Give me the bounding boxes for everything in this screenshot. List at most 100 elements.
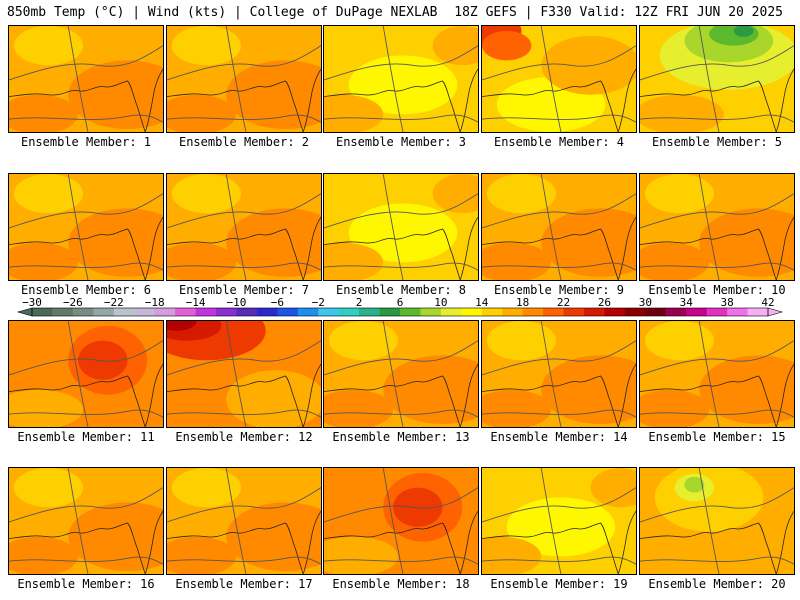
coastline bbox=[167, 363, 321, 427]
coastline bbox=[167, 68, 321, 132]
colorbar-bin bbox=[461, 308, 483, 316]
height-contour bbox=[9, 26, 163, 132]
ensemble-member-label: Ensemble Member: 12 bbox=[175, 430, 313, 444]
colorbar-tick-label: −22 bbox=[104, 296, 124, 309]
colorbar-bin bbox=[502, 308, 524, 316]
ensemble-member-label: Ensemble Member: 16 bbox=[17, 577, 155, 591]
colorbar-tick-label: −6 bbox=[271, 296, 284, 309]
colorbar-bin bbox=[297, 308, 319, 316]
ensemble-member-label: Ensemble Member: 1 bbox=[20, 135, 152, 149]
ensemble-member-label: Ensemble Member: 17 bbox=[175, 577, 313, 591]
height-contour bbox=[167, 26, 321, 132]
colorbar-tick-label: 22 bbox=[557, 296, 570, 309]
coastline bbox=[482, 68, 636, 132]
colorbar-bin bbox=[277, 308, 299, 316]
height-contour bbox=[324, 321, 478, 427]
ensemble-member-label: Ensemble Member: 2 bbox=[178, 135, 310, 149]
height-contour bbox=[640, 174, 794, 280]
ensemble-member-label: Ensemble Member: 4 bbox=[493, 135, 625, 149]
ensemble-member-map bbox=[8, 320, 164, 428]
ensemble-member-label: Ensemble Member: 18 bbox=[332, 577, 470, 591]
ensemble-member-map bbox=[481, 25, 637, 133]
coastline bbox=[640, 510, 794, 574]
ensemble-member-map bbox=[323, 320, 479, 428]
colorbar-bin bbox=[379, 308, 401, 316]
colorbar-bin bbox=[154, 308, 176, 316]
height-contour bbox=[167, 174, 321, 280]
colorbar-bin bbox=[113, 308, 135, 316]
ensemble-member-label: Ensemble Member: 13 bbox=[332, 430, 470, 444]
ensemble-member-label: Ensemble Member: 14 bbox=[490, 430, 628, 444]
colorbar-tick-label: 18 bbox=[516, 296, 529, 309]
colorbar-bin bbox=[195, 308, 217, 316]
coastline bbox=[324, 216, 478, 280]
ensemble-member-map bbox=[323, 467, 479, 575]
colorbar-bin bbox=[624, 308, 646, 316]
colorbar-tick-label: −26 bbox=[63, 296, 83, 309]
colorbar-tick-label: −2 bbox=[312, 296, 325, 309]
ensemble-member-map bbox=[8, 25, 164, 133]
colorbar-bin bbox=[338, 308, 360, 316]
height-contour bbox=[482, 468, 636, 574]
height-contour bbox=[9, 174, 163, 280]
colorbar-bin bbox=[175, 308, 197, 316]
colorbar-bin bbox=[481, 308, 503, 316]
model-run-info: 18Z GEFS | F330 Valid: 12Z FRI JUN 20 20… bbox=[454, 5, 783, 20]
colorbar-bin bbox=[400, 308, 421, 316]
ensemble-member-map bbox=[166, 173, 322, 281]
colorbar-bin bbox=[216, 308, 237, 316]
height-contour bbox=[324, 468, 478, 574]
colorbar-bin bbox=[440, 308, 462, 316]
ensemble-member-map bbox=[481, 320, 637, 428]
colorbar-tick-label: 30 bbox=[639, 296, 652, 309]
height-contour bbox=[640, 321, 794, 427]
colorbar-bin bbox=[727, 308, 749, 316]
ensemble-member-label: Ensemble Member: 6 bbox=[20, 283, 152, 297]
colorbar-bin bbox=[420, 308, 442, 316]
colorbar-bin bbox=[72, 308, 94, 316]
coastline bbox=[9, 216, 163, 280]
height-contour bbox=[9, 468, 163, 574]
height-contour bbox=[324, 174, 478, 280]
ensemble-member-label: Ensemble Member: 5 bbox=[651, 135, 783, 149]
coastline bbox=[482, 363, 636, 427]
coastline bbox=[9, 68, 163, 132]
height-contour bbox=[640, 468, 794, 574]
colorbar-tick-label: 6 bbox=[397, 296, 404, 309]
colorbar-bin bbox=[686, 308, 708, 316]
height-contour bbox=[167, 468, 321, 574]
colorbar-bin bbox=[359, 308, 381, 316]
colorbar-bin bbox=[93, 308, 115, 316]
height-contour bbox=[640, 26, 794, 132]
colorbar-bin bbox=[747, 308, 769, 316]
colorbar-bin bbox=[604, 308, 626, 316]
ensemble-member-label: Ensemble Member: 3 bbox=[335, 135, 467, 149]
colorbar-tick-label: 14 bbox=[475, 296, 489, 309]
colorbar-bin bbox=[52, 308, 74, 316]
ensemble-member-map bbox=[639, 173, 795, 281]
colorbar-bin bbox=[665, 308, 687, 316]
colorbar-bin bbox=[645, 308, 667, 316]
coastline bbox=[167, 216, 321, 280]
colorbar-tick-label: 26 bbox=[598, 296, 611, 309]
ensemble-member-label: Ensemble Member: 20 bbox=[648, 577, 786, 591]
ensemble-member-map bbox=[639, 25, 795, 133]
ensemble-member-map bbox=[481, 173, 637, 281]
ensemble-member-label: Ensemble Member: 11 bbox=[17, 430, 155, 444]
colorbar-bin bbox=[134, 308, 156, 316]
coastline bbox=[324, 68, 478, 132]
colorbar-bin bbox=[236, 308, 258, 316]
temperature-colorbar: −30 −26 −22 −18 −14 −10 −6 −2 2 6 10 14 18 22 26 30 34 38… bbox=[10, 296, 790, 320]
height-contour bbox=[9, 321, 163, 427]
height-contour bbox=[482, 26, 636, 132]
colorbar-tick-label: 34 bbox=[680, 296, 694, 309]
coastline bbox=[482, 216, 636, 280]
colorbar-tick-label: 10 bbox=[434, 296, 447, 309]
height-contour bbox=[482, 174, 636, 280]
colorbar-bin bbox=[543, 308, 565, 316]
colorbar-max-arrow bbox=[767, 307, 784, 317]
ensemble-member-map bbox=[639, 320, 795, 428]
colorbar-bin bbox=[256, 308, 278, 316]
colorbar-bin bbox=[584, 308, 605, 316]
coastline bbox=[640, 363, 794, 427]
